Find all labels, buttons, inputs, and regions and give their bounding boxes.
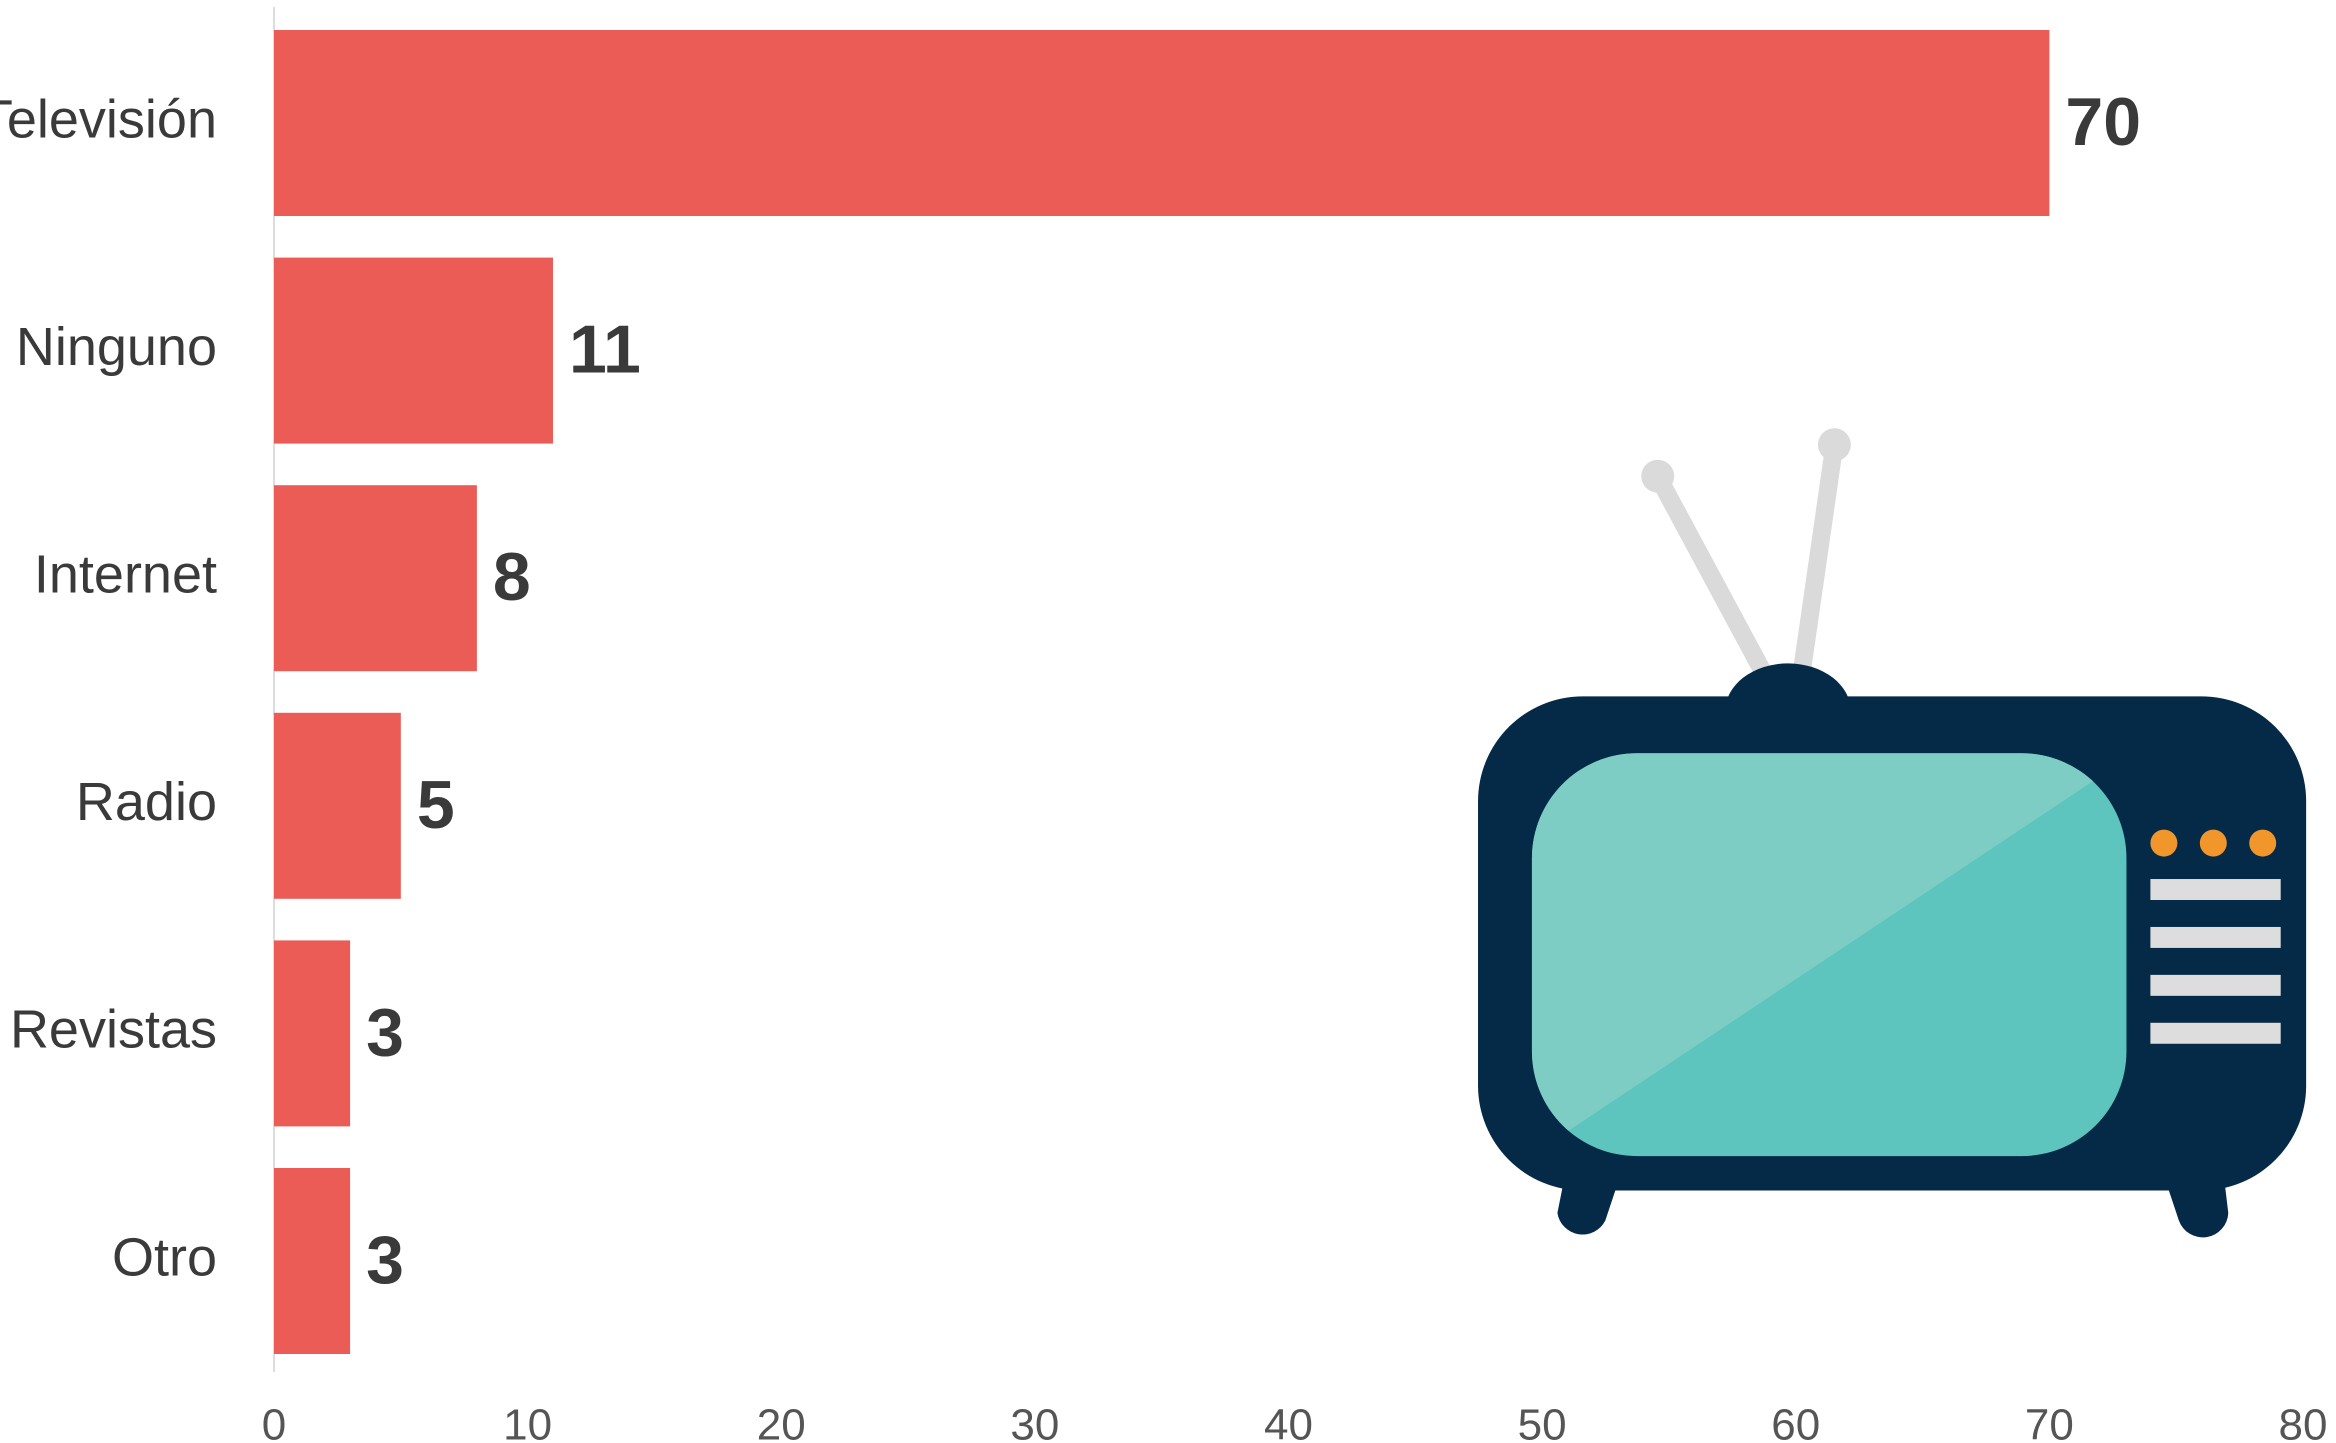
y-tick-label: Radio bbox=[76, 772, 217, 832]
bar bbox=[274, 257, 553, 444]
bar bbox=[274, 1168, 351, 1354]
value-label: 3 bbox=[366, 994, 404, 1070]
x-tick-label: 70 bbox=[2025, 1401, 2074, 1443]
y-tick-label: Revistas bbox=[10, 1000, 217, 1060]
y-tick-label: Internet bbox=[34, 544, 217, 604]
x-tick-label: 10 bbox=[503, 1401, 552, 1443]
bar bbox=[274, 30, 2050, 216]
tv-illustration bbox=[1478, 428, 2307, 1238]
x-tick-label: 30 bbox=[1010, 1401, 1059, 1443]
y-tick-label: Ninguno bbox=[16, 317, 217, 377]
y-tick-label: Televisión bbox=[0, 89, 217, 149]
y-tick-label: Otro bbox=[112, 1227, 217, 1287]
x-tick-label: 0 bbox=[262, 1401, 286, 1443]
value-label: 11 bbox=[569, 312, 641, 388]
x-tick-label: 40 bbox=[1264, 1401, 1313, 1443]
x-tick-label: 60 bbox=[1771, 1401, 1820, 1443]
value-label: 5 bbox=[417, 767, 455, 843]
x-tick-label: 20 bbox=[757, 1401, 806, 1443]
bar bbox=[274, 940, 351, 1127]
value-label: 3 bbox=[366, 1222, 404, 1298]
bar bbox=[274, 485, 477, 672]
value-label: 8 bbox=[493, 539, 531, 615]
x-tick-label: 50 bbox=[1518, 1401, 1567, 1443]
bar bbox=[274, 712, 401, 899]
value-label: 70 bbox=[2065, 84, 2141, 160]
x-tick-label: 80 bbox=[2279, 1401, 2328, 1443]
